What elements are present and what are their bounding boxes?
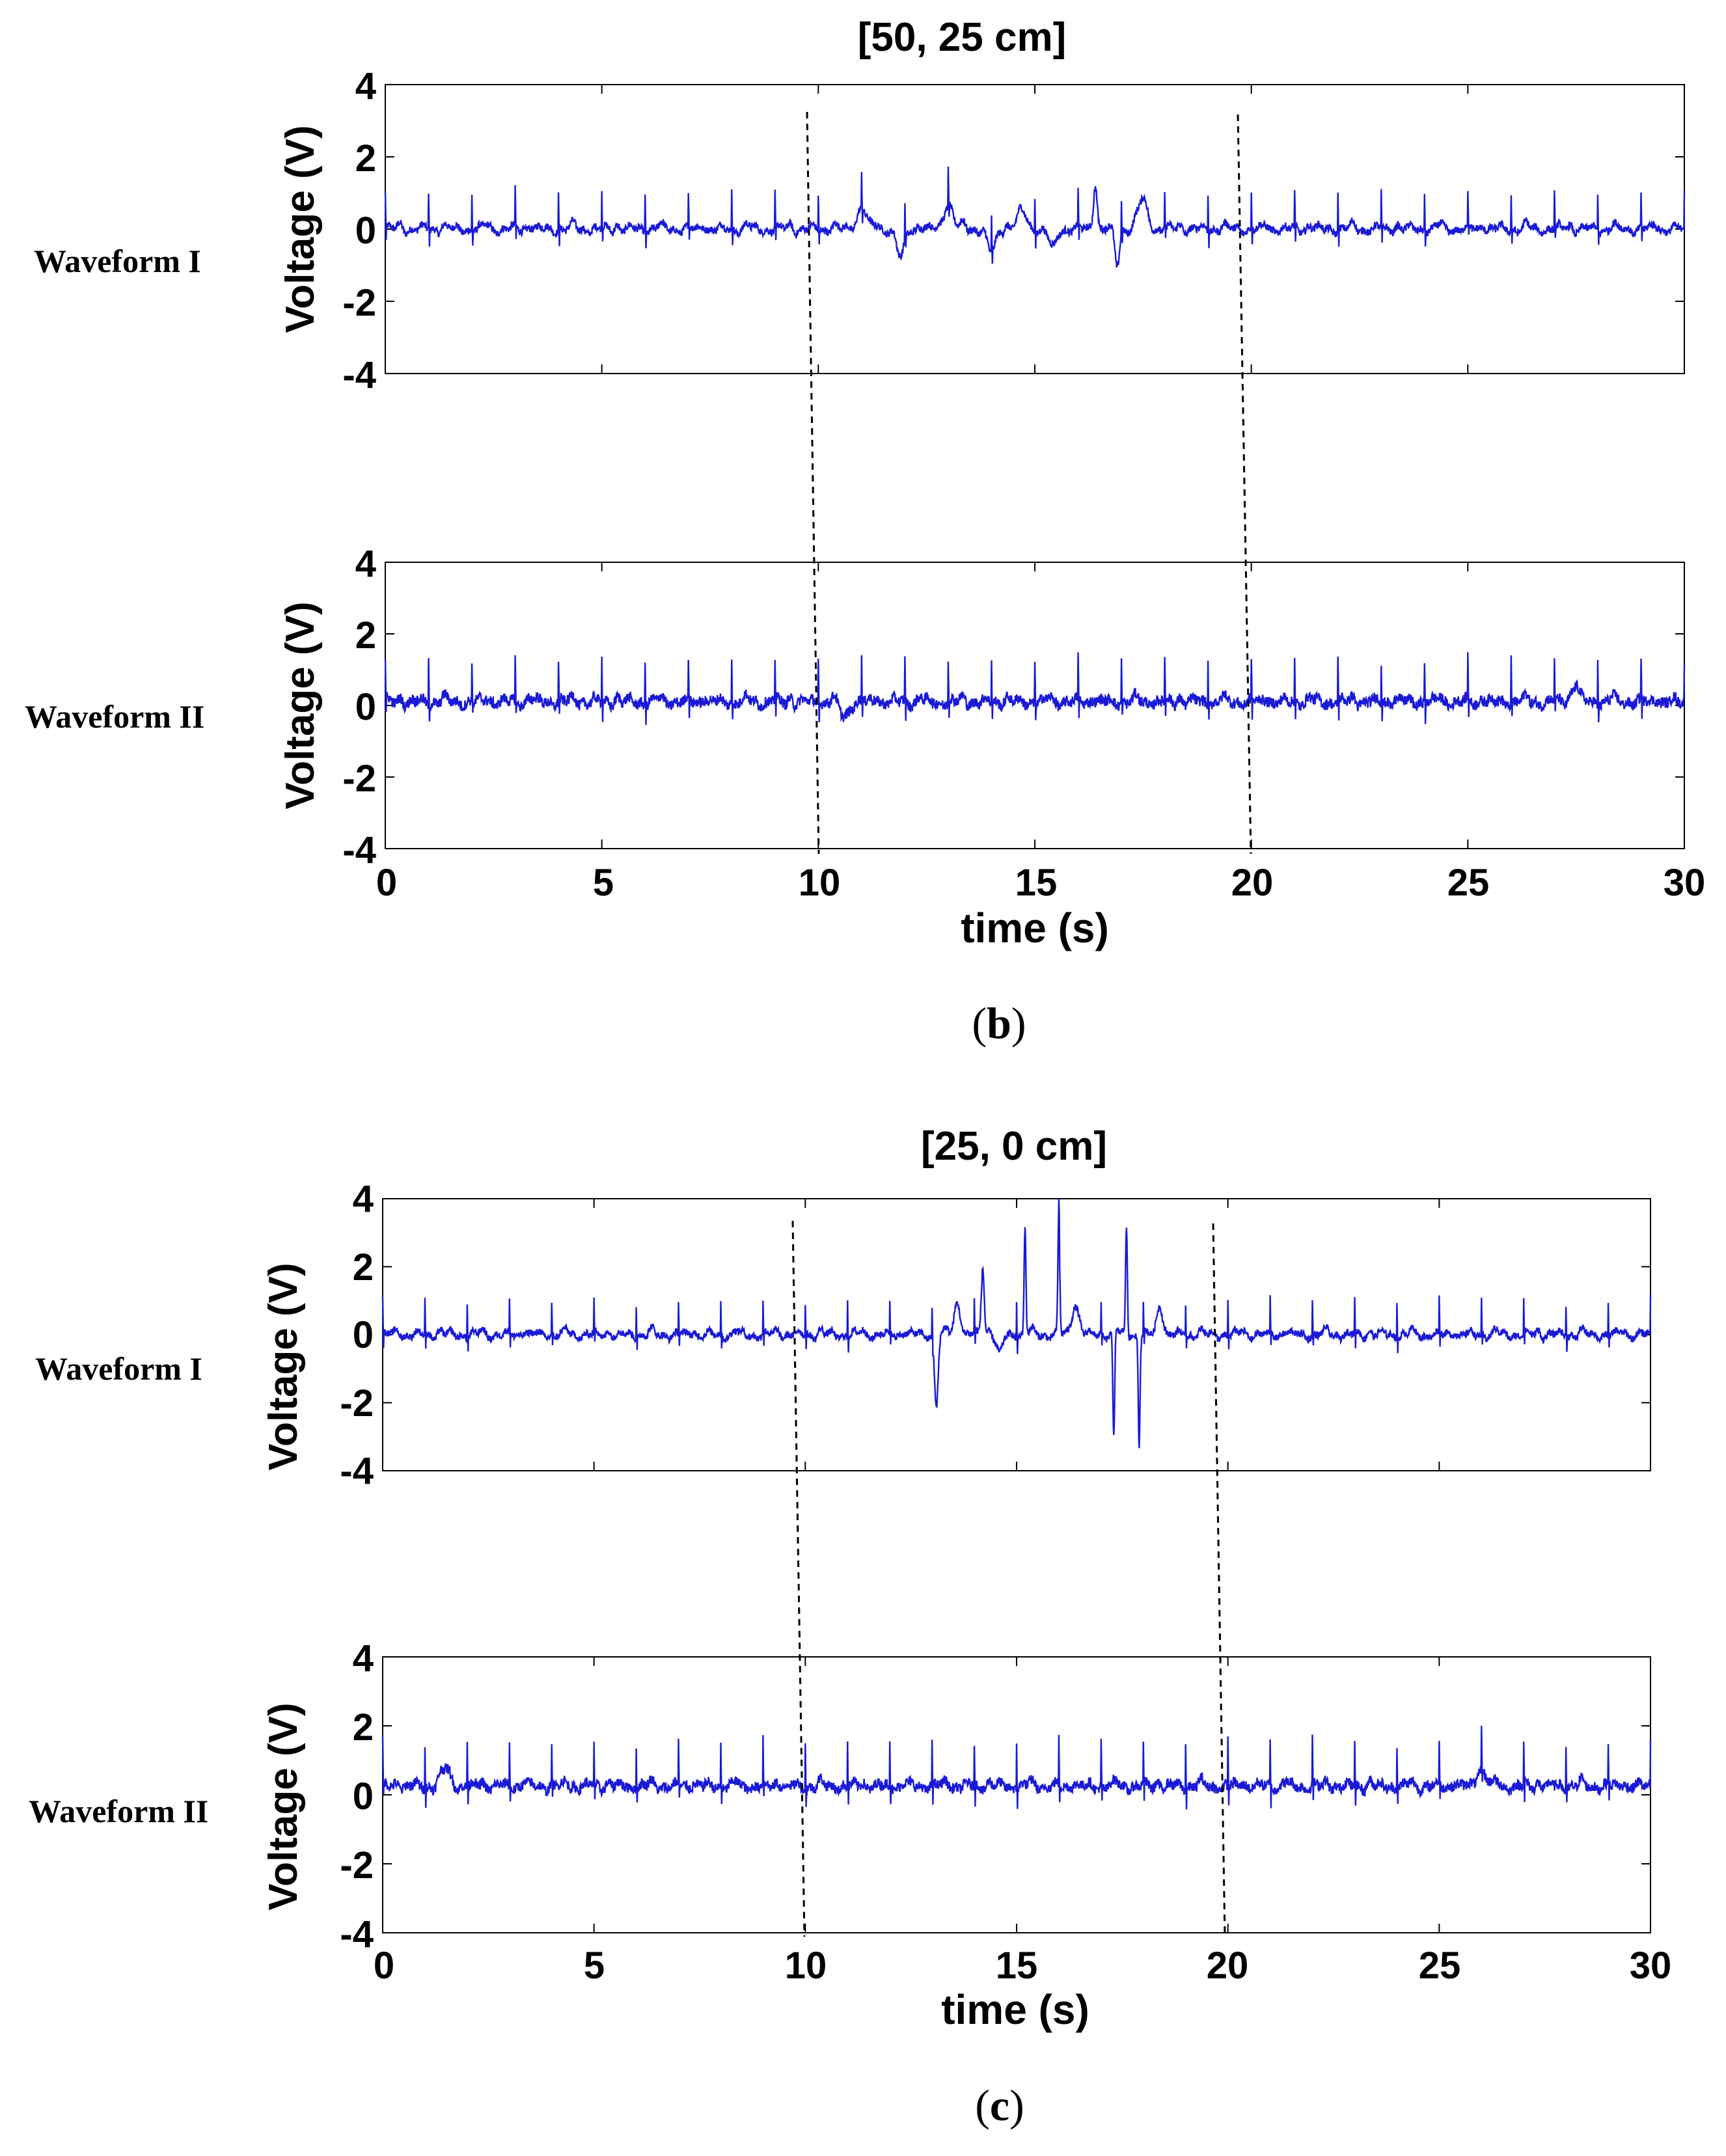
- y-tick-label: -2: [340, 1844, 374, 1887]
- y-tick-label: -4: [340, 1913, 374, 1956]
- subplot-waveform-1: Waveform I Voltage (V) 4 2 0 -2 -4: [34, 65, 1686, 396]
- y-tick-label: -2: [342, 757, 376, 800]
- y-tick-label: 0: [355, 210, 376, 252]
- tick-marks: [385, 84, 1685, 374]
- series-line-waveform-ii: [384, 652, 1686, 725]
- y-tick-label: 4: [353, 1637, 374, 1680]
- y-tick-label: 2: [353, 1246, 374, 1289]
- y-tick-label: 0: [355, 686, 376, 728]
- dashed-marker-20s: [1212, 1223, 1226, 1937]
- y-tick-label: 0: [353, 1314, 374, 1356]
- waveform-label: Waveform II: [25, 698, 204, 735]
- dashed-marker-20s: [1237, 114, 1252, 854]
- y-axis-label: Voltage (V): [261, 1702, 306, 1910]
- y-tick-label: -2: [340, 1382, 374, 1425]
- x-tick-label: 20: [1231, 862, 1274, 904]
- y-tick-label: 4: [355, 65, 376, 107]
- panel-caption: (c): [975, 2081, 1024, 2130]
- x-tick-label: 30: [1630, 1944, 1672, 1987]
- chart-title: [25, 0 cm]: [921, 1124, 1107, 1169]
- x-axis-label: time (s): [941, 1986, 1089, 2033]
- x-tick-label: 10: [785, 1944, 827, 1987]
- y-tick-label: -4: [342, 829, 376, 871]
- x-tick-label: 25: [1447, 862, 1490, 904]
- x-tick-label: 15: [996, 1944, 1038, 1987]
- y-tick-label: 2: [355, 614, 376, 657]
- waveform-label: Waveform II: [29, 1793, 208, 1829]
- dashed-marker-10s: [791, 1220, 806, 1937]
- y-axis-label: Voltage (V): [261, 1262, 306, 1470]
- x-tick-label: 5: [584, 1944, 605, 1987]
- tick-marks: [382, 1656, 1651, 1933]
- chart-title: [50, 25 cm]: [858, 15, 1067, 60]
- y-tick-label: 4: [355, 543, 376, 585]
- y-tick-label: 4: [353, 1178, 374, 1220]
- panel-b: [50, 25 cm] Waveform I Voltage (V) 4 2 0…: [25, 15, 1705, 1048]
- y-tick-label: 2: [355, 137, 376, 180]
- x-tick-label: 10: [799, 862, 841, 904]
- waveform-label: Waveform I: [34, 243, 201, 279]
- x-tick-label: 15: [1015, 862, 1058, 904]
- subplot-waveform-1: Waveform I Voltage (V) 4 2 0 -2 -4: [35, 1178, 1652, 1492]
- panel-caption: (b): [972, 998, 1026, 1048]
- x-tick-label: 20: [1207, 1944, 1249, 1987]
- subplot-waveform-2: Waveform II Voltage (V) 4 2 0 -2 -4: [25, 543, 1686, 871]
- y-tick-label: -4: [342, 354, 376, 396]
- y-tick-label: -4: [340, 1450, 374, 1492]
- y-axis-label: Voltage (V): [278, 601, 323, 809]
- subplot-waveform-2: Waveform II Voltage (V) 4 2 0 -2 -4: [29, 1637, 1652, 1956]
- waveform-label: Waveform I: [35, 1350, 202, 1387]
- x-tick-label: 25: [1419, 1944, 1461, 1987]
- y-tick-label: 2: [353, 1706, 374, 1749]
- y-axis-label: Voltage (V): [278, 125, 323, 333]
- y-tick-label: 0: [353, 1775, 374, 1818]
- x-tick-label: 30: [1664, 862, 1706, 904]
- x-tick-label: 5: [593, 862, 614, 904]
- y-tick-label: -2: [342, 282, 376, 324]
- panel-c: [25, 0 cm] Waveform I Voltage (V) 4 2 0 …: [29, 1124, 1671, 2130]
- x-tick-label: 0: [374, 1944, 394, 1987]
- series-line-waveform-ii: [381, 1725, 1652, 1810]
- x-axis-label: time (s): [961, 905, 1109, 951]
- series-line-waveform-i: [381, 1198, 1652, 1449]
- series-line-waveform-i: [384, 166, 1686, 268]
- x-tick-label: 0: [376, 862, 397, 904]
